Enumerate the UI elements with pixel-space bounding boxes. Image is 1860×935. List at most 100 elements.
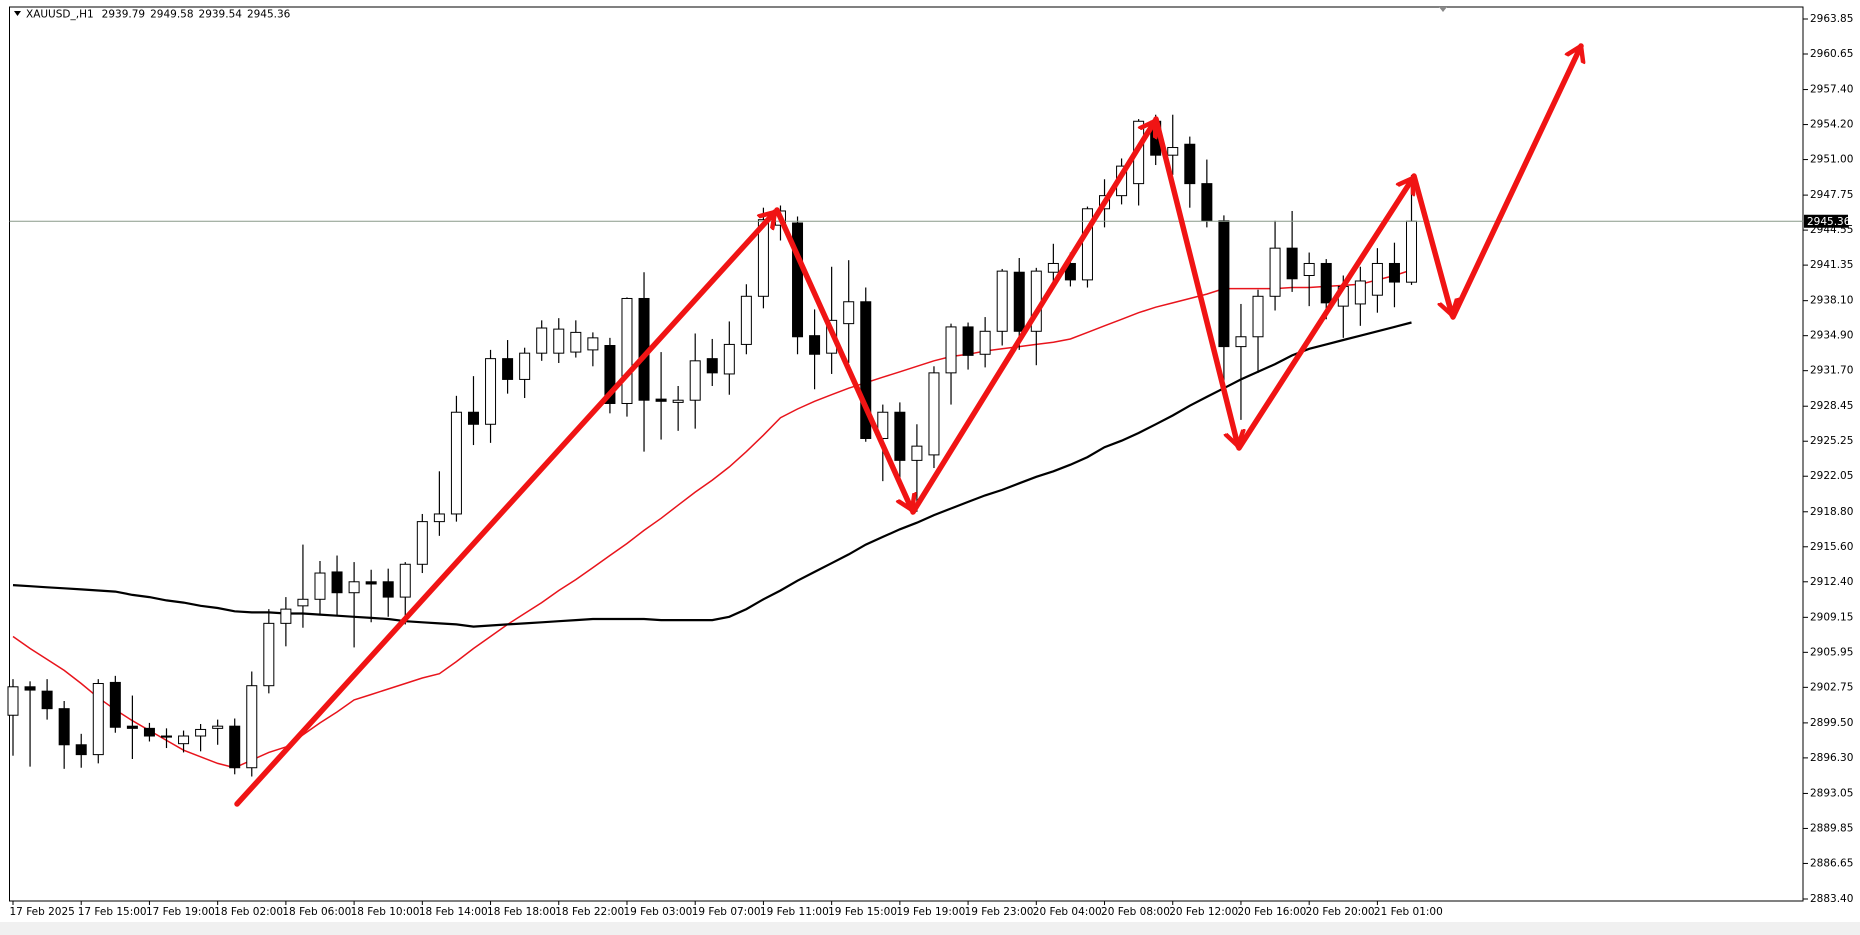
y-tick-label: 2957.40 [1810,84,1853,96]
moving-average [12,269,1412,769]
candle-body [263,622,275,687]
y-tick-label: 2896.30 [1810,752,1853,764]
arrow [910,118,1158,515]
candle-body [382,581,394,598]
arrow [1236,175,1416,451]
candle-body [604,345,616,404]
y-tick-label: 2909.15 [1810,611,1853,623]
y-tick-label: 2934.90 [1810,330,1853,342]
candle-body [365,581,377,585]
y-tick-label: 2960.65 [1810,48,1853,60]
candle-body [587,337,599,351]
candle-body [792,222,804,338]
y-tick-label: 2893.05 [1810,787,1853,799]
x-tick-label: 20 Feb 16:00 [1237,906,1306,918]
y-tick-label: 2963.85 [1810,13,1853,25]
y-tick-label: 2902.75 [1810,681,1853,693]
y-tick-label: 2883.40 [1810,893,1853,905]
symbol: XAUUSD_,H1 [26,9,94,21]
x-tick-label: 17 Feb 15:00 [78,906,147,918]
candle-body [672,399,684,403]
candle-body [911,445,923,461]
arrow [1450,43,1581,320]
arrow [234,209,778,807]
y-tick-label: 2912.40 [1810,576,1853,588]
candle-body [126,725,138,729]
header-toggle[interactable] [14,11,21,16]
x-tick-label: 19 Feb 11:00 [760,906,829,918]
candle-body [1064,262,1076,281]
y-tick-label: 2925.25 [1810,435,1853,447]
arrow [1411,173,1452,318]
arrow [1153,116,1238,449]
candle-body [1406,220,1418,283]
x-tick-label: 18 Feb 02:00 [214,906,283,918]
candle-body [467,411,479,425]
y-tick-label: 2922.05 [1810,470,1853,482]
candle-body [229,725,241,769]
candle-body [109,681,121,728]
arrow [774,207,912,513]
candle-body [348,581,360,594]
x-tick-label: 20 Feb 04:00 [1033,906,1102,918]
y-tick-label: 2931.70 [1810,365,1853,377]
candle-body [519,352,531,380]
plot-area [7,114,1803,777]
chart-header: XAUUSD_,H1 2939.79 2949.58 2939.54 2945.36 [26,9,291,21]
x-tick-label: 19 Feb 19:00 [896,906,965,918]
candle-body [178,735,190,745]
candle-body [843,301,855,325]
x-tick-label: 20 Feb 08:00 [1101,906,1170,918]
candle-body [1320,262,1332,304]
candle-body [1167,147,1179,156]
y-tick-label: 2886.65 [1810,857,1853,869]
price-label: 2945.36 [1807,216,1851,228]
header-high: 2949.58 [150,9,193,21]
header-low: 2939.54 [199,9,243,21]
candle-body [809,335,821,355]
plot-frame [9,6,1804,902]
y-tick-label: 2915.60 [1810,541,1853,553]
candle-body [1354,280,1366,305]
arrows [234,43,1581,807]
candle-body [894,411,906,461]
status-strip [0,922,1860,935]
moving-average [12,321,1412,628]
candle-body [416,521,428,565]
candle-body [58,708,70,746]
candle-body [996,270,1008,332]
x-tick-label: 17 Feb 2025 [10,906,75,918]
y-tick-label: 2941.35 [1810,259,1853,271]
candle-body [297,598,309,607]
y-tick-label: 2889.85 [1810,822,1853,834]
price-label-box [1804,214,1848,228]
candle-body [75,744,87,756]
candle-body [1184,143,1196,185]
candle-body [450,411,462,515]
x-tick-label: 19 Feb 15:00 [828,906,897,918]
y-tick-label: 2918.80 [1810,506,1853,518]
y-tick-label: 2905.95 [1810,646,1853,658]
x-tick-label: 20 Feb 20:00 [1306,906,1375,918]
x-tick-label: 19 Feb 03:00 [623,906,692,918]
candle-body [570,331,582,353]
candle-body [399,563,411,598]
x-tick-label: 19 Feb 07:00 [692,906,761,918]
candle-body [962,326,974,356]
header-open: 2939.79 [102,9,145,21]
candle-body [314,572,326,600]
candle-body [1388,262,1400,283]
x-tick-label: 21 Feb 01:00 [1374,906,1443,918]
candle-body [860,301,872,439]
candle-body [246,685,258,769]
candle-body [536,327,548,354]
x-tick-label: 18 Feb 06:00 [282,906,351,918]
y-tick-label: 2899.50 [1810,717,1853,729]
x-tick-label: 20 Feb 12:00 [1169,906,1238,918]
x-tick-label: 18 Feb 14:00 [419,906,488,918]
candle-body [1303,262,1315,277]
candle-body [1218,220,1230,348]
candle-body [7,686,19,716]
y-tick-label: 2951.00 [1810,154,1853,166]
